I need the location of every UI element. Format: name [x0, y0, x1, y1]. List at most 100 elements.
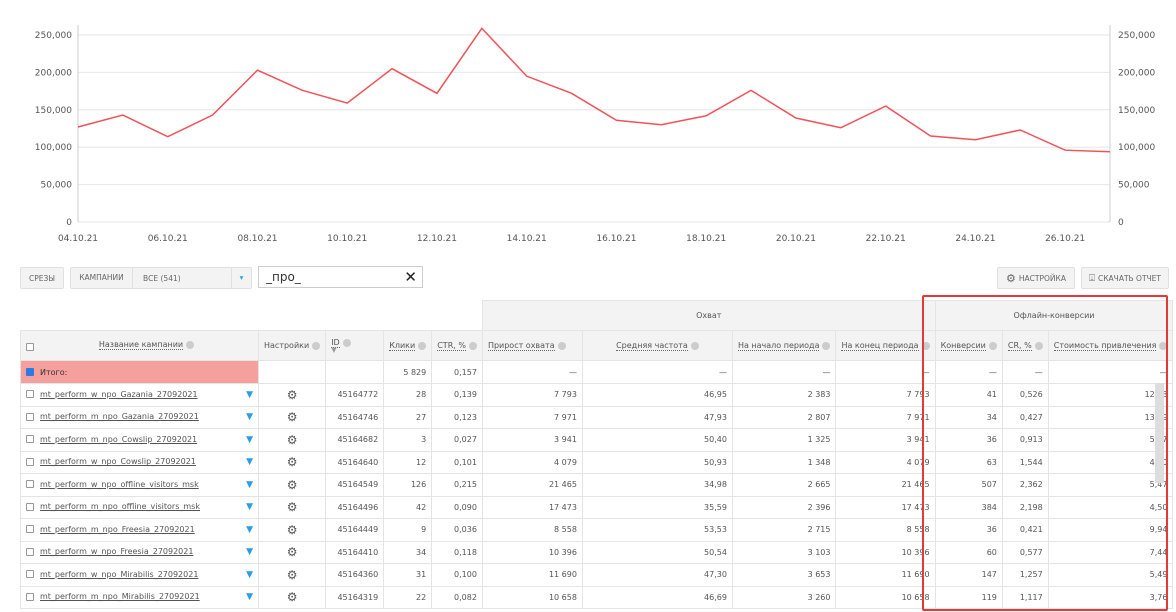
cell: 0,027: [431, 428, 483, 452]
chevron-down-icon[interactable]: ▼: [246, 457, 253, 468]
cell: 7 971: [835, 405, 936, 429]
cell: 0,577: [1001, 540, 1049, 564]
gear-icon[interactable]: ⚙: [286, 545, 298, 560]
row-checkbox[interactable]: [26, 547, 34, 556]
help-icon[interactable]: [312, 341, 321, 350]
column-header[interactable]: Настройки: [257, 330, 327, 361]
cell: 5,49: [1047, 563, 1174, 587]
chevron-down-icon[interactable]: ▼: [246, 569, 253, 580]
scrollbar[interactable]: [1155, 383, 1164, 483]
cell: 46,69: [581, 585, 733, 609]
help-icon[interactable]: [921, 341, 930, 350]
search-input[interactable]: _про_ ✕: [258, 266, 423, 288]
chevron-down-icon[interactable]: ▾: [231, 268, 251, 288]
help-icon[interactable]: [1034, 341, 1043, 350]
column-header[interactable]: Конверсии: [934, 330, 1003, 361]
campaign-link[interactable]: mt_perform_w_npo_Gazania_27092021: [40, 389, 198, 399]
cell: 47,30: [581, 563, 733, 587]
campaign-link[interactable]: mt_perform_w_npo_Cowslip_27092021: [40, 457, 196, 467]
column-header[interactable]: На начало периода: [731, 330, 837, 361]
y-tick-label-left: 250,000: [35, 31, 72, 41]
download-report-button[interactable]: ⍗ Скачать отчет: [1081, 267, 1169, 289]
row-checkbox[interactable]: [26, 525, 34, 534]
cell: 41: [934, 383, 1003, 407]
campaign-link[interactable]: mt_perform_m_npo_Mirabilis_27092021: [40, 592, 200, 602]
gear-icon[interactable]: ⚙: [286, 567, 298, 582]
cell: 119: [934, 585, 1003, 609]
gear-icon[interactable]: ⚙: [286, 590, 298, 605]
column-header[interactable]: Стоимость привлечения: [1047, 330, 1174, 361]
row-checkbox[interactable]: [26, 390, 34, 399]
settings-button[interactable]: ⚙ Настройка: [997, 267, 1075, 289]
cell: 45164772: [325, 383, 385, 407]
help-icon[interactable]: [822, 341, 831, 350]
row-checkbox[interactable]: [26, 480, 34, 489]
cell: 9,94: [1047, 518, 1174, 542]
row-checkbox[interactable]: [26, 457, 34, 466]
gear-icon[interactable]: ⚙: [286, 477, 298, 492]
gear-icon[interactable]: ⚙: [286, 522, 298, 537]
slices-button[interactable]: Срезы: [20, 267, 64, 289]
chevron-down-icon[interactable]: ▼: [246, 412, 253, 423]
sort-desc-icon[interactable]: ▼: [331, 346, 337, 354]
column-header[interactable]: ID ▼: [325, 330, 385, 361]
cell: 8 558: [481, 518, 583, 542]
row-checkbox[interactable]: [26, 435, 34, 444]
help-icon[interactable]: [1159, 341, 1168, 350]
column-header[interactable]: CR, %: [1001, 330, 1049, 361]
help-icon[interactable]: [557, 341, 566, 350]
cell: 34,98: [581, 473, 733, 497]
chevron-down-icon[interactable]: ▼: [246, 524, 253, 535]
campaigns-filter[interactable]: Кампании ВСЕ (541) ▾: [70, 267, 252, 289]
cell: 50,40: [581, 428, 733, 452]
column-header[interactable]: Прирост охвата: [481, 330, 583, 361]
chevron-down-icon[interactable]: ▼: [246, 547, 253, 558]
x-tick-label: 04.10.21: [58, 234, 98, 244]
campaign-link[interactable]: mt_perform_w_npo_Freesia_27092021: [40, 547, 194, 557]
campaign-link[interactable]: mt_perform_m_npo_Gazania_27092021: [40, 412, 199, 422]
campaign-link[interactable]: mt_perform_m_npo_offline_visitors_msk: [40, 502, 200, 512]
clear-icon[interactable]: ✕: [404, 268, 417, 286]
column-header[interactable]: На конец периода: [835, 330, 936, 361]
row-checkbox[interactable]: [26, 570, 34, 579]
total-checkbox[interactable]: [26, 368, 34, 376]
gear-icon[interactable]: ⚙: [286, 432, 298, 447]
help-icon[interactable]: [186, 340, 195, 349]
help-icon[interactable]: [690, 341, 699, 350]
chevron-down-icon[interactable]: ▼: [246, 389, 253, 400]
row-checkbox[interactable]: [26, 592, 34, 601]
chevron-down-icon[interactable]: ▼: [246, 592, 253, 603]
column-header[interactable]: Средняя частота: [581, 330, 733, 361]
gear-icon[interactable]: ⚙: [286, 410, 298, 425]
total-dash: —: [481, 360, 583, 384]
cell: 28: [383, 383, 433, 407]
chevron-down-icon[interactable]: ▼: [246, 479, 253, 490]
cell: 3 103: [731, 540, 837, 564]
cell: 45164549: [325, 473, 385, 497]
column-header[interactable]: Клики: [383, 330, 433, 361]
campaign-link[interactable]: mt_perform_w_npo_Mirabilis_27092021: [40, 569, 199, 579]
help-icon[interactable]: [468, 341, 477, 350]
gear-icon[interactable]: ⚙: [286, 455, 298, 470]
settings-label: Настройка: [1018, 273, 1066, 283]
cell: 45164449: [325, 518, 385, 542]
column-header[interactable]: Название кампании: [20, 330, 259, 361]
gear-icon[interactable]: ⚙: [286, 387, 298, 402]
campaign-link[interactable]: mt_perform_m_npo_Cowslip_27092021: [40, 434, 198, 444]
column-header[interactable]: CTR, %: [431, 330, 483, 361]
campaign-link[interactable]: mt_perform_m_npo_Freesia_27092021: [40, 524, 195, 534]
row-checkbox[interactable]: [26, 412, 34, 421]
campaign-link[interactable]: mt_perform_w_npo_offline_visitors_msk: [40, 479, 199, 489]
select-all-checkbox[interactable]: [26, 343, 34, 351]
chevron-down-icon[interactable]: ▼: [246, 434, 253, 445]
cell: 384: [934, 495, 1003, 519]
row-checkbox[interactable]: [26, 502, 34, 511]
cell: 36: [934, 518, 1003, 542]
help-icon[interactable]: [342, 338, 351, 347]
cell: 46,95: [581, 383, 733, 407]
gear-icon[interactable]: ⚙: [286, 500, 298, 515]
total-clicks: 5 829: [383, 360, 433, 384]
chevron-down-icon[interactable]: ▼: [246, 502, 253, 513]
help-icon[interactable]: [418, 341, 427, 350]
help-icon[interactable]: [988, 341, 997, 350]
